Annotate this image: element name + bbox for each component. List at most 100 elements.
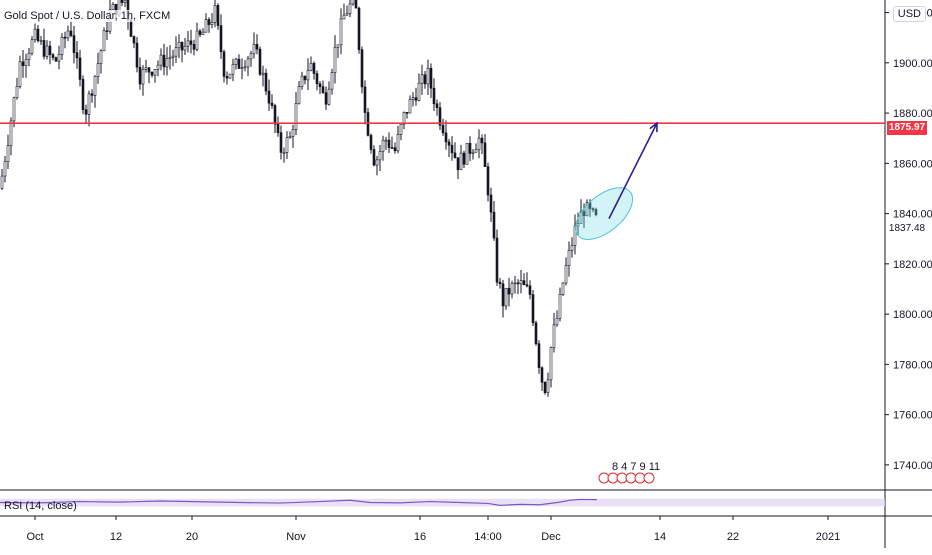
x-tick-label: 16 <box>414 531 426 543</box>
candle-body <box>210 21 214 25</box>
candle-body <box>348 3 352 14</box>
candle-body <box>360 49 364 88</box>
candle-body <box>270 102 274 106</box>
x-tick-label: 22 <box>727 531 739 543</box>
candle-body <box>459 152 463 171</box>
candle-body <box>582 211 586 216</box>
candle-body <box>453 152 457 158</box>
symbol-title: Gold Spot / U.S. Dollar, 1h, FXCM <box>4 10 171 22</box>
candle-body <box>318 83 322 88</box>
candle-body <box>531 294 535 324</box>
candle-body <box>105 30 109 33</box>
candle-body <box>96 63 100 77</box>
x-tick-label: 12 <box>110 531 122 543</box>
candle-body <box>213 5 217 23</box>
candle-body <box>36 28 40 41</box>
candle-body <box>240 67 244 70</box>
candle-body <box>120 0 124 3</box>
x-tick-label: Oct <box>26 531 43 543</box>
candle-body <box>222 51 226 77</box>
candle-body <box>111 3 115 11</box>
us-flag-icon[interactable] <box>643 472 655 484</box>
candle-body <box>147 67 151 73</box>
y-tick-label: 1760.00 <box>893 410 932 422</box>
candle-body <box>462 152 466 165</box>
candle-body <box>243 66 247 69</box>
candle-body <box>297 86 301 104</box>
candle-body <box>87 93 91 115</box>
candle-body <box>24 59 28 67</box>
candle-body <box>57 54 61 62</box>
candle-body <box>519 280 523 285</box>
candle-body <box>66 30 70 39</box>
candle-body <box>585 202 589 216</box>
candle-body <box>495 237 499 283</box>
candle-body <box>27 52 31 60</box>
candle-body <box>468 142 472 154</box>
y-tick-label: 1840.00 <box>893 209 932 221</box>
candle-body <box>309 63 313 71</box>
candle-body <box>546 379 550 393</box>
candle-body <box>165 58 169 68</box>
candle-body <box>336 44 340 48</box>
candle-body <box>60 36 64 55</box>
candle-body <box>390 147 394 149</box>
candle-body <box>12 97 16 122</box>
candle-body <box>498 281 502 285</box>
candle-body <box>153 69 157 76</box>
candle-body <box>471 151 475 154</box>
candle-body <box>522 280 526 285</box>
candle-body <box>204 19 208 33</box>
candle-body <box>423 74 427 85</box>
candle-body <box>501 283 505 307</box>
candle-body <box>168 56 172 59</box>
y-tick-label: 1820.00 <box>893 259 932 271</box>
candle-body <box>432 87 436 105</box>
candle-body <box>93 76 97 96</box>
candle-body <box>162 54 166 68</box>
currency-button[interactable]: USD <box>892 6 926 22</box>
candle-body <box>417 82 421 101</box>
candle-body <box>372 149 376 166</box>
candle-body <box>177 41 181 49</box>
candle-body <box>3 161 7 177</box>
candle-body <box>198 30 202 35</box>
candle-body <box>420 74 424 84</box>
candle-body <box>21 61 25 67</box>
candle-body <box>156 64 160 70</box>
last-price-tag: 1837.48 <box>887 222 927 236</box>
candle-body <box>219 25 223 53</box>
candle-body <box>411 97 415 100</box>
candle-body <box>6 145 10 162</box>
candle-body <box>573 225 577 246</box>
candle-body <box>129 19 133 37</box>
rsi-indicator-label[interactable]: RSI (14, close) <box>4 500 77 512</box>
trend-arrow-line[interactable] <box>608 122 658 219</box>
candle-body <box>504 287 508 307</box>
candle-body <box>9 120 13 146</box>
candle-body <box>33 28 37 40</box>
candle-body <box>492 211 496 239</box>
candle-body <box>150 71 154 76</box>
candle-body <box>570 245 574 251</box>
candle-body <box>564 265 568 284</box>
candle-body <box>51 54 55 58</box>
candle-body <box>282 152 286 154</box>
candle-body <box>0 175 4 189</box>
rsi-line <box>0 498 598 506</box>
x-tick-label: Nov <box>286 531 306 543</box>
candle-body <box>312 63 316 74</box>
candle-body <box>75 52 79 59</box>
y-tick-label: 1900.00 <box>893 58 932 70</box>
candle-body <box>246 58 250 68</box>
candle-body <box>42 40 46 57</box>
economic-event-markers[interactable]: 8 4 7 9 11 <box>598 461 660 484</box>
candle-body <box>144 67 148 70</box>
candle-body <box>258 48 262 75</box>
candle-body <box>273 105 277 125</box>
candle-body <box>48 45 52 56</box>
candle-body <box>399 123 403 135</box>
candle-body <box>303 75 307 81</box>
